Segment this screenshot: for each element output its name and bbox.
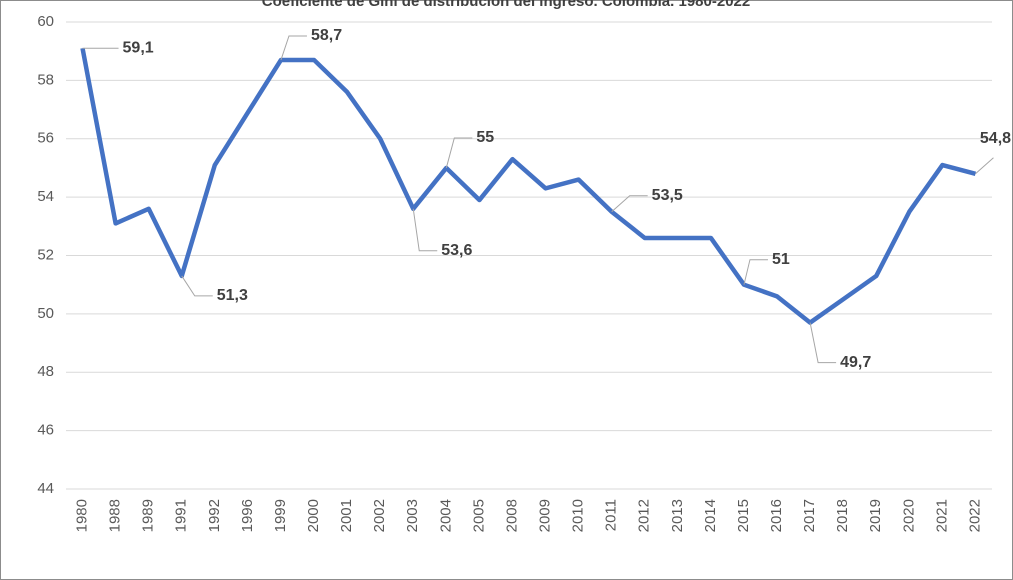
data-label: 53,6 [441, 242, 472, 259]
x-tick-label: 1988 [107, 499, 124, 532]
x-tick-label: 2014 [702, 499, 719, 532]
x-tick-label: 2000 [305, 499, 322, 532]
y-tick-label: 56 [37, 130, 54, 147]
x-tick-label: 1992 [206, 499, 223, 532]
x-tick-label: 2010 [570, 499, 587, 532]
leader-line [743, 259, 768, 285]
x-tick-label: 1991 [173, 499, 190, 532]
leader-line [412, 208, 438, 252]
x-tick-label: 2001 [338, 499, 355, 532]
y-tick-label: 44 [37, 480, 54, 497]
y-tick-label: 60 [37, 13, 54, 30]
x-tick-label: 2011 [603, 499, 620, 531]
leader-line [611, 195, 648, 213]
y-tick-label: 54 [37, 188, 54, 205]
leader-line [809, 322, 837, 364]
data-label: 54,8 [980, 130, 1011, 147]
x-tick-label: 2002 [371, 499, 388, 532]
chart-title: Coeficiente de Gini de distribución del … [262, 0, 750, 10]
data-label: 49,7 [840, 354, 871, 371]
leader-line [280, 35, 307, 61]
x-tick-label: 1999 [272, 499, 289, 532]
data-label: 51,3 [217, 287, 248, 304]
x-tick-label: 2018 [834, 499, 851, 532]
data-label: 53,5 [652, 187, 683, 204]
x-tick-label: 1980 [74, 499, 91, 532]
y-tick-label: 52 [37, 246, 54, 263]
data-label: 55 [476, 129, 494, 146]
y-tick-label: 58 [37, 71, 54, 88]
data-label: 58,7 [311, 27, 342, 44]
leader-line [975, 157, 994, 175]
x-tick-label: 2021 [933, 499, 950, 532]
y-tick-label: 50 [37, 305, 54, 322]
data-line [80, 47, 977, 325]
x-tick-label: 2009 [537, 499, 554, 532]
x-tick-label: 2012 [636, 499, 653, 532]
x-tick-label: 2022 [966, 499, 983, 532]
x-tick-label: 2008 [503, 499, 520, 532]
data-label: 51 [772, 251, 790, 268]
leader-line [181, 275, 213, 297]
data-label: 59,1 [123, 39, 154, 56]
x-tick-label: 1996 [239, 499, 256, 532]
x-tick-label: 2020 [900, 499, 917, 532]
x-tick-label: 2004 [437, 499, 454, 532]
leader-line [445, 137, 473, 169]
x-tick-label: 2019 [867, 499, 884, 532]
y-tick-label: 48 [37, 363, 54, 380]
x-tick-label: 2003 [404, 499, 421, 532]
x-tick-label: 2013 [669, 499, 686, 532]
x-tick-label: 2015 [735, 499, 752, 532]
x-tick-label: 2005 [470, 499, 487, 532]
x-tick-label: 2017 [801, 499, 818, 532]
y-tick-label: 46 [37, 422, 54, 439]
x-tick-label: 2016 [768, 499, 785, 532]
x-tick-label: 1989 [140, 499, 157, 532]
